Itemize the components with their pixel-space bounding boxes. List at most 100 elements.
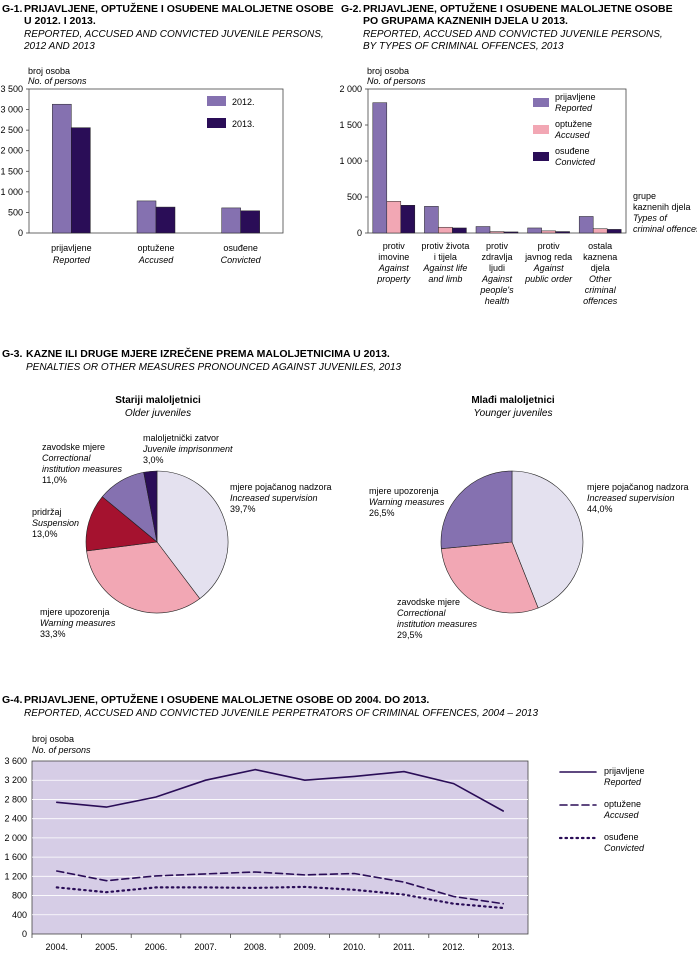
g4-ytick-label: 2 800 xyxy=(4,794,27,804)
pie-pct: 29,5% xyxy=(397,630,423,640)
g4-xtick-label: 2012. xyxy=(442,942,465,952)
g2-xunit-4: criminal offences xyxy=(633,224,697,234)
g4-legend-label: prijavljene xyxy=(604,766,645,776)
g1-category-label-en: Reported xyxy=(53,255,91,265)
g4-ytick-label: 2 400 xyxy=(4,814,27,824)
g4-ytick-label: 800 xyxy=(12,891,27,901)
g2-header: G-2. PRIJAVLJENE, OPTUŽENE I OSUĐENE MAL… xyxy=(341,2,697,234)
g4-number: G-4. xyxy=(2,694,23,706)
g2-category-label-en: Against life xyxy=(422,263,467,273)
pie-pct: 44,0% xyxy=(587,504,613,514)
g2-category-label-en: people's xyxy=(479,285,514,295)
g2-xunit-3: Types of xyxy=(633,213,668,223)
g2-subtitle-line1: REPORTED, ACCUSED AND CONVICTED JUVENILE… xyxy=(363,29,663,40)
g4-ytick-label: 1 600 xyxy=(4,852,27,862)
pie-slice xyxy=(86,541,201,614)
g1-yunit-en: No. of persons xyxy=(28,76,87,86)
g1-category-label-en: Convicted xyxy=(221,255,262,265)
g2-category-label-en: Against xyxy=(378,263,410,273)
g4-ytick-label: 1 200 xyxy=(4,871,27,881)
g1-title-line1: PRIJAVLJENE, OPTUŽENE I OSUĐENE MALOLJET… xyxy=(24,2,334,15)
pie-label: mjere pojačanog nadzora xyxy=(230,482,332,492)
g2-category-label: protiv xyxy=(383,241,406,251)
g2-bar xyxy=(424,206,439,234)
g2-bar xyxy=(606,229,622,234)
g2-bar xyxy=(555,231,570,234)
g2-ytick-label: 0 xyxy=(357,228,362,238)
g2-yunit-en: No. of persons xyxy=(367,76,426,86)
g1-ytick-label: 0 xyxy=(18,228,23,238)
g2-legend-label-en: Accused xyxy=(554,130,591,140)
g4-xtick-label: 2013. xyxy=(492,942,515,952)
pie-label: pridržaj xyxy=(32,507,62,517)
g2-category-label-en: public order xyxy=(524,274,573,284)
g2-legend-swatch xyxy=(533,98,549,107)
g3-older-title: Stariji maloljetnici xyxy=(115,395,201,406)
pie-label-en: Warning measures xyxy=(40,618,116,628)
g2-title-line1: PRIJAVLJENE, OPTUŽENE I OSUĐENE MALOLJET… xyxy=(363,2,673,15)
g3-older-title-en: Older juveniles xyxy=(125,408,191,419)
g2-bar xyxy=(578,216,594,234)
g4-xtick-label: 2011. xyxy=(393,942,415,952)
g1-ytick-label: 3 000 xyxy=(0,105,23,115)
g2-bar xyxy=(438,226,453,234)
g4-xtick-label: 2010. xyxy=(343,942,366,952)
pie-slice xyxy=(511,470,584,609)
g2-category-label-en: health xyxy=(485,296,510,306)
g4-xtick-label: 2004. xyxy=(46,942,69,952)
g4-ytick-label: 400 xyxy=(12,910,27,920)
g2-xunit-1: grupe xyxy=(633,191,656,201)
g2-category-label: djela xyxy=(591,263,610,273)
g2-category-label: i tijela xyxy=(434,252,457,262)
g1-bar xyxy=(71,127,91,234)
g2-ytick-label: 1 500 xyxy=(339,120,362,130)
g2-bar xyxy=(386,201,402,234)
g4-xtick-label: 2005. xyxy=(95,942,118,952)
g1-category-label: osuđene xyxy=(223,243,258,253)
g2-bar xyxy=(452,227,467,234)
pie-label-en: Suspension xyxy=(32,518,79,528)
g1-ytick-label: 2 500 xyxy=(0,125,23,135)
g1-legend-swatch xyxy=(207,96,226,106)
g1-number: G-1. xyxy=(2,3,23,15)
g1-header: G-1. PRIJAVLJENE, OPTUŽENE I OSUĐENE MAL… xyxy=(2,2,334,86)
pie-slice xyxy=(143,470,158,543)
pie-label: mjere upozorenja xyxy=(369,486,439,496)
pie-label-en: Correctional xyxy=(397,608,447,618)
g4-xtick-label: 2006. xyxy=(145,942,168,952)
g4-subtitle: REPORTED, ACCUSED AND CONVICTED JUVENILE… xyxy=(24,708,538,719)
g4-series-line xyxy=(55,768,505,812)
pie-label-en: institution measures xyxy=(397,619,478,629)
pie-label-en: Increased supervision xyxy=(587,493,675,503)
pie-label-en: Warning measures xyxy=(369,497,445,507)
g2-legend-label: optužene xyxy=(555,119,592,129)
g2-category-label: kaznena xyxy=(583,252,617,262)
pie-label-en: Juvenile imprisonment xyxy=(142,444,233,454)
pie-pct: 39,7% xyxy=(230,504,256,514)
g2-category-label: imovine xyxy=(378,252,409,262)
g1-bar xyxy=(155,206,176,234)
pie-pct: 26,5% xyxy=(369,508,395,518)
g1-legend-label: 2012. xyxy=(232,97,255,107)
g4-legend-label-en: Reported xyxy=(604,777,642,787)
g1-subtitle-line2: 2012 AND 2013 xyxy=(23,41,95,52)
g2-legend-swatch xyxy=(533,125,549,134)
g2-category-label: zdravlja xyxy=(481,252,512,262)
g4-plot-area xyxy=(31,760,529,935)
g4-header: G-4. PRIJAVLJENE, OPTUŽENE I OSUĐENE MAL… xyxy=(2,693,538,755)
g2-ytick-label: 500 xyxy=(347,192,362,202)
g4-ytick-label: 3 200 xyxy=(4,775,27,785)
g1-bar xyxy=(221,207,241,234)
g4-xtick-label: 2009. xyxy=(294,942,317,952)
pie-pct: 11,0% xyxy=(42,475,67,485)
g1-legend-swatch xyxy=(207,118,226,128)
g2-legend-label-en: Reported xyxy=(555,103,593,113)
g2-bar xyxy=(400,205,416,234)
pie-label: mjere pojačanog nadzora xyxy=(587,482,689,492)
g4-legend-label: optužene xyxy=(604,799,641,809)
pie-slice xyxy=(440,470,513,550)
pie-slice xyxy=(85,496,158,552)
g1-bar xyxy=(52,103,72,234)
